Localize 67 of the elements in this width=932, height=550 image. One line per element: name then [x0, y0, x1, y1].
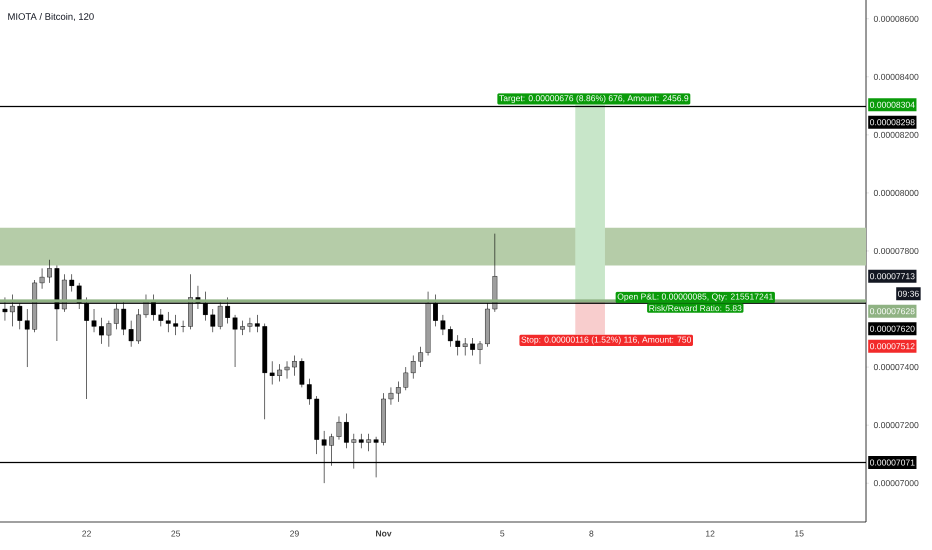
candlestick [418, 346, 424, 368]
candlestick [92, 308, 96, 333]
text: 0.00007512 [870, 343, 915, 350]
annotation: Risk/Reward Ratio: 5.83 [649, 304, 742, 312]
x-tick-label: 22 [82, 530, 91, 537]
candlestick [440, 314, 446, 336]
y-tick-label: 0.00008200 [874, 132, 918, 138]
candlestick [470, 338, 476, 356]
candlestick [299, 358, 304, 388]
candlestick [292, 355, 297, 376]
candlestick [210, 308, 216, 333]
y-tick-label: 0.00008000 [874, 190, 918, 196]
candlestick [462, 338, 468, 356]
ref-line-label: 0.00007628 [870, 308, 915, 314]
ref-line-label: 0.00007071 [870, 459, 915, 466]
candlestick [99, 317, 104, 344]
x-tick-label: Nov [376, 530, 392, 536]
annotation: Target: 0.00000676 (8.86%) 676, Amount: 2456.9 [499, 94, 688, 103]
candlestick [47, 259, 52, 284]
y-tick-label: 0.00008400 [874, 74, 918, 80]
candlestick [284, 360, 290, 379]
annotation: Stop: 0.00000116 (1.52%) 116, Amount: 750 [521, 336, 692, 344]
x-tick-label: 8 [589, 530, 594, 537]
candlestick [106, 320, 112, 348]
text: MIOTA / Bitcoin, 120 [8, 12, 94, 22]
candlestick [455, 334, 460, 356]
candlestick [69, 274, 74, 292]
candlestick [254, 314, 260, 333]
x-tick-label: 29 [290, 530, 299, 537]
x-tick-label: 12 [706, 530, 714, 537]
candlestick [173, 314, 178, 336]
candlestick [24, 308, 30, 368]
y-tick-label: 0.00007200 [874, 422, 918, 428]
candlestick [180, 320, 186, 333]
y-tick-label: 0.00007000 [874, 480, 918, 486]
text: 0.00008304 [870, 102, 915, 108]
y-tick-label: 0.00007800 [874, 248, 918, 254]
ref-line-label: 0.00007620 [870, 326, 915, 332]
candlestick [270, 360, 275, 385]
candlestick [336, 416, 342, 440]
candlestick [448, 326, 453, 348]
candlestick [158, 308, 164, 327]
x-tick-label: 15 [795, 530, 804, 536]
candlestick [396, 381, 401, 402]
candlestick [344, 413, 349, 449]
text: 09:36 [898, 290, 919, 297]
candlestick [306, 378, 312, 406]
x-tick-label: 25 [171, 530, 180, 537]
candlestick [366, 433, 372, 452]
candlestick [478, 340, 482, 364]
candlestick [128, 320, 134, 348]
ref-line-label: 0.00008298 [870, 119, 915, 126]
y-tick-label: 0.00007400 [874, 364, 918, 370]
text: 0.00007713 [870, 273, 915, 280]
candlestick [232, 314, 238, 368]
candlestick [403, 366, 408, 391]
candlestick [240, 320, 245, 336]
candlestick [358, 433, 364, 449]
candlestick [247, 317, 252, 333]
y-tick-label: 0.00008600 [874, 16, 918, 22]
candlestick [410, 355, 416, 379]
annotation: Open P&L: 0.00000085, Qty: 215517241 [618, 294, 773, 302]
candlestick [166, 312, 171, 333]
candlestick [277, 364, 282, 382]
candlestick [388, 387, 394, 406]
candlestick [40, 268, 44, 290]
x-tick-label: 5 [500, 530, 504, 536]
